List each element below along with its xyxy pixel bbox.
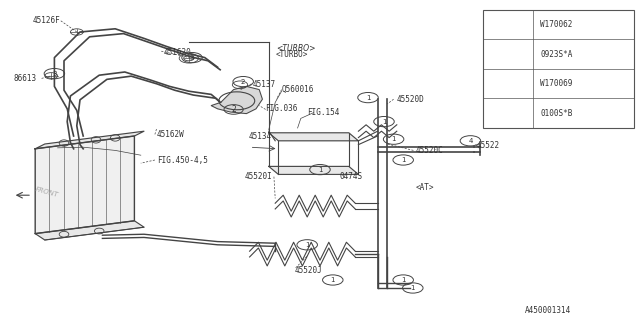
- Text: FRONT: FRONT: [35, 187, 59, 199]
- Text: 2: 2: [241, 79, 245, 84]
- Text: 45520I: 45520I: [244, 172, 272, 180]
- Text: 45162W: 45162W: [157, 130, 184, 139]
- Polygon shape: [269, 133, 358, 141]
- Text: A450001314: A450001314: [525, 306, 571, 315]
- Text: FIG.450-4,5: FIG.450-4,5: [157, 156, 207, 164]
- Polygon shape: [269, 166, 358, 174]
- Text: 2: 2: [231, 105, 236, 114]
- Text: 0474S: 0474S: [339, 172, 362, 180]
- Text: 86613: 86613: [14, 74, 37, 83]
- Text: Q560016: Q560016: [282, 85, 314, 94]
- Text: 0923S*A: 0923S*A: [540, 50, 573, 59]
- Polygon shape: [35, 131, 144, 149]
- Text: 45137: 45137: [253, 80, 276, 89]
- Text: 451620: 451620: [163, 48, 191, 57]
- Text: 3: 3: [52, 71, 57, 76]
- Bar: [483, 10, 634, 128]
- Text: 0100S*B: 0100S*B: [540, 109, 573, 118]
- Text: 1: 1: [317, 167, 323, 172]
- Text: 1: 1: [381, 119, 387, 124]
- Text: 45520J: 45520J: [294, 266, 322, 275]
- Text: 1: 1: [365, 95, 371, 100]
- Text: 3: 3: [189, 55, 195, 60]
- Text: 4: 4: [506, 109, 511, 118]
- Text: 45126F: 45126F: [33, 16, 61, 25]
- Text: <AT>: <AT>: [416, 183, 435, 192]
- Text: FIG.036: FIG.036: [266, 104, 298, 113]
- Text: 1: 1: [410, 285, 415, 291]
- Text: FIG.154: FIG.154: [307, 108, 340, 116]
- Text: 1: 1: [391, 136, 396, 142]
- Text: 45520C: 45520C: [416, 146, 444, 155]
- Polygon shape: [35, 136, 134, 234]
- Text: 1: 1: [506, 20, 510, 29]
- Text: 1: 1: [330, 277, 335, 283]
- Text: 3: 3: [506, 79, 511, 88]
- Text: 2: 2: [506, 50, 510, 59]
- Polygon shape: [35, 221, 144, 240]
- Text: 45134: 45134: [249, 132, 272, 140]
- Text: W170069: W170069: [540, 79, 573, 88]
- Text: <TURBO>: <TURBO>: [275, 50, 308, 59]
- Polygon shape: [211, 86, 262, 114]
- Text: 1: 1: [401, 157, 406, 163]
- Text: W170062: W170062: [540, 20, 573, 29]
- Text: 1: 1: [401, 277, 406, 283]
- Text: 1: 1: [305, 242, 310, 248]
- Text: 45522: 45522: [477, 141, 500, 150]
- Text: <TURBO>: <TURBO>: [276, 44, 316, 52]
- Text: 45520D: 45520D: [397, 95, 424, 104]
- Text: 4: 4: [468, 138, 472, 144]
